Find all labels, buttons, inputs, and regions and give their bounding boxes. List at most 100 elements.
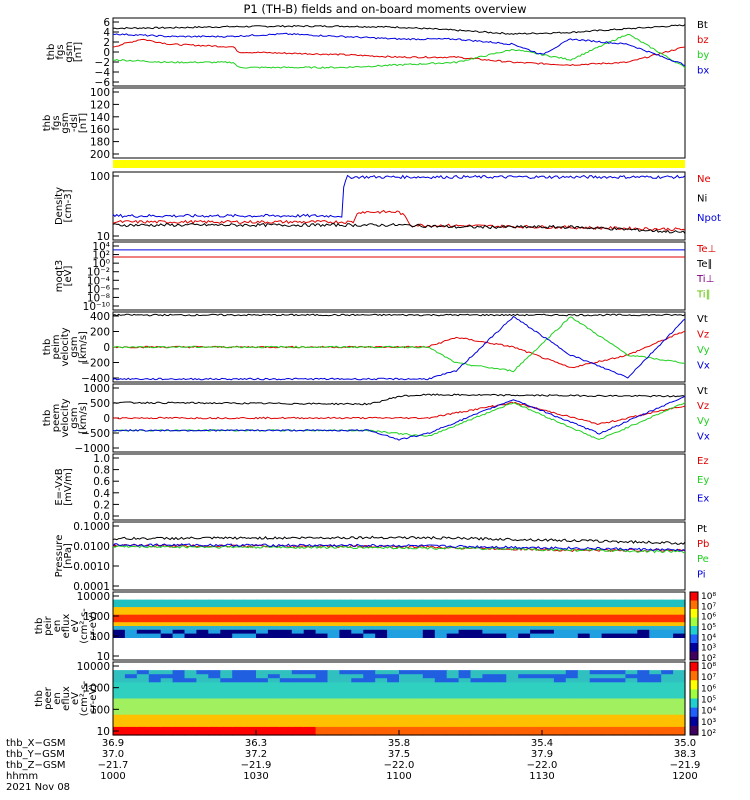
heatmap-cell xyxy=(124,730,138,736)
heatmap-cell xyxy=(649,718,662,724)
y-tick-label: 400 xyxy=(90,311,110,323)
y-tick-label: −4 xyxy=(95,67,111,79)
y-tick-label: 1000 xyxy=(83,383,110,395)
heatmap-cell xyxy=(506,607,519,612)
heatmap-cell xyxy=(339,607,352,612)
heatmap-cell xyxy=(673,674,686,679)
heatmap-cell xyxy=(375,674,388,679)
heatmap-cell xyxy=(673,614,686,620)
heatmap-cell xyxy=(232,603,245,608)
colorbar-tick: 10⁴ xyxy=(701,707,716,717)
heatmap-cell xyxy=(673,714,686,720)
heatmap-cell xyxy=(613,698,626,704)
heatmap-cell xyxy=(208,610,221,616)
heatmap-cell xyxy=(315,610,329,616)
heatmap-cell xyxy=(172,626,186,631)
heatmap-cell xyxy=(339,633,352,638)
heatmap-cell xyxy=(613,690,626,696)
y-tick-label: 0 xyxy=(103,413,110,425)
heatmap-cell xyxy=(244,686,257,691)
heatmap-cell xyxy=(661,690,674,696)
heatmap-cell xyxy=(649,678,662,683)
colorbar-tick: 10⁸ xyxy=(701,592,716,602)
heatmap-cell xyxy=(136,622,150,627)
panel-frame xyxy=(112,171,686,241)
y-axis-label: en xyxy=(52,692,63,705)
heatmap-cell xyxy=(553,629,567,635)
heatmap-cell xyxy=(422,726,436,732)
heatmap-cell xyxy=(232,614,245,620)
heatmap-cell xyxy=(470,726,483,732)
heatmap-cell xyxy=(518,610,531,616)
heatmap-cell xyxy=(291,670,305,675)
y-tick-label: 10000 xyxy=(77,661,110,673)
heatmap-cell xyxy=(220,690,233,696)
heatmap-cell xyxy=(530,718,543,724)
heatmap-cell xyxy=(172,618,186,623)
heatmap-cell xyxy=(267,618,281,623)
heatmap-cell xyxy=(589,618,603,623)
heatmap-cell xyxy=(577,599,591,604)
heatmap-cell xyxy=(160,678,174,683)
heatmap-cell xyxy=(172,622,186,627)
y-axis-label: velocity xyxy=(60,398,71,437)
heatmap-cell xyxy=(184,633,197,638)
heatmap-cell xyxy=(148,618,162,623)
heatmap-cell xyxy=(303,714,317,720)
heatmap-cell xyxy=(232,599,245,604)
heatmap-cell xyxy=(375,730,388,736)
heatmap-cell xyxy=(410,622,424,627)
heatmap-cell xyxy=(518,730,531,736)
heatmap-cell xyxy=(160,629,174,635)
heatmap-cell xyxy=(542,686,555,691)
heatmap-cell xyxy=(530,622,543,627)
y-tick-label: 100 xyxy=(90,87,110,99)
heatmap-cell xyxy=(244,726,257,732)
heatmap-cell xyxy=(387,626,400,631)
heatmap-cell xyxy=(232,626,245,631)
heatmap-cell xyxy=(434,698,448,704)
heatmap-cell xyxy=(244,674,257,679)
heatmap-cell xyxy=(232,610,245,616)
heatmap-cell xyxy=(136,633,150,638)
heatmap-cell xyxy=(446,690,460,696)
legend-entry: Ti⊥ xyxy=(696,274,714,285)
heatmap-cell xyxy=(446,694,460,700)
heatmap-cell xyxy=(613,702,626,708)
heatmap-cell xyxy=(172,614,186,620)
heatmap-cell xyxy=(244,722,257,728)
heatmap-cell xyxy=(446,726,460,732)
heatmap-cell xyxy=(291,607,305,612)
x-row-value: 37.0 xyxy=(102,749,124,760)
heatmap-cell xyxy=(542,714,555,720)
heatmap-cell xyxy=(458,618,472,623)
heatmap-cell xyxy=(542,722,555,728)
heatmap-cell xyxy=(148,710,162,716)
heatmap-cell xyxy=(303,718,317,724)
heatmap-cell xyxy=(208,682,221,687)
heatmap-cell xyxy=(625,603,638,608)
heatmap-cell xyxy=(160,622,174,627)
heatmap-cell xyxy=(113,678,126,683)
heatmap-cell xyxy=(363,678,376,683)
heatmap-cell xyxy=(113,670,126,675)
heatmap-cell xyxy=(589,690,603,696)
heatmap-cell xyxy=(637,710,650,716)
heatmap-cell xyxy=(196,618,209,623)
heatmap-cell xyxy=(506,626,519,631)
heatmap-cell xyxy=(363,633,376,638)
heatmap-cell xyxy=(256,670,269,675)
heatmap-cell xyxy=(518,682,531,687)
heatmap-cell xyxy=(363,714,376,720)
heatmap-cell xyxy=(172,726,186,732)
heatmap-cell xyxy=(267,686,281,691)
heatmap-cell xyxy=(220,626,233,631)
heatmap-cell xyxy=(196,690,209,696)
heatmap-cell xyxy=(315,618,329,623)
colorbar-tick: 10⁵ xyxy=(701,623,716,633)
heatmap-cell xyxy=(160,706,174,712)
heatmap-cell xyxy=(375,610,388,616)
heatmap-cell xyxy=(410,702,424,708)
heatmap-cell xyxy=(363,682,376,687)
heatmap-cell xyxy=(601,603,615,608)
